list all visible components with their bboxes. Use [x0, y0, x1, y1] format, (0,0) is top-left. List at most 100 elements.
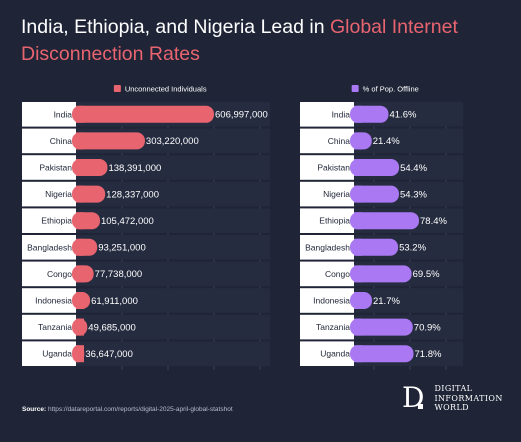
bar-base [354, 345, 362, 363]
chart-2: % of Pop. Offline India 41.6% China 21.4% Pak… [300, 85, 463, 370]
category-cell [22, 261, 76, 287]
category-cell [300, 341, 354, 366]
bar-base [76, 185, 84, 203]
category-label: Ethiopia [319, 216, 350, 226]
bar-base [354, 132, 362, 150]
category-cell [300, 261, 354, 287]
value-label: 606,997,000 [215, 110, 268, 121]
bar [350, 238, 399, 256]
bar [350, 159, 400, 176]
category-label: Ethiopia [41, 216, 72, 226]
logo-line-2: INFORMATION [434, 393, 503, 403]
value-label: 49,685,000 [88, 322, 136, 333]
category-cell [22, 102, 76, 127]
value-label: 77,738,000 [95, 269, 143, 280]
chart-title: India, Ethiopia, and Nigeria Lead in Glo… [21, 14, 501, 68]
category-cell [300, 288, 354, 313]
category-label: Tanzania [316, 322, 350, 332]
category-label: Bangladesh [27, 242, 72, 252]
category-cell [300, 208, 354, 233]
category-cell [22, 181, 76, 207]
category-cell [22, 314, 76, 340]
category-cell [22, 235, 76, 260]
logo-mark: D [402, 381, 425, 415]
category-cell [300, 235, 354, 260]
category-label: India [332, 109, 351, 119]
bar [72, 238, 98, 256]
category-cell [300, 181, 354, 207]
bar-base [76, 265, 84, 283]
bar-base [76, 318, 84, 336]
bar-base [354, 238, 362, 256]
bar-base [76, 345, 84, 363]
value-label: 21.4% [373, 136, 400, 147]
logo-wordmark: DIGITAL INFORMATION WORLD [434, 384, 502, 413]
category-cell [22, 128, 76, 154]
category-label: Congo [325, 269, 350, 279]
legend: Unconnected Individuals [113, 85, 207, 94]
bar [72, 132, 145, 150]
bar-base [354, 185, 362, 203]
bar-base [76, 212, 84, 230]
category-cell [300, 102, 354, 127]
bar-base [354, 318, 362, 336]
category-label: Bangladesh [305, 242, 350, 252]
bar-base [76, 132, 84, 150]
category-cell [300, 155, 354, 180]
legend-label: Unconnected Individuals [125, 85, 207, 94]
bar [72, 105, 214, 123]
logo-line-1: DIGITAL [434, 384, 473, 393]
value-label: 54.4% [400, 163, 427, 174]
category-cell [22, 288, 76, 313]
source-note: Source: https://datareportal.com/reports… [22, 406, 233, 413]
value-label: 53.2% [399, 243, 426, 254]
bar [350, 345, 414, 363]
category-label: Uganda [42, 349, 72, 359]
bar [350, 212, 419, 230]
value-label: 41.6% [389, 110, 416, 121]
bar-base [76, 238, 84, 256]
category-label: China [50, 136, 72, 146]
value-label: 69.5% [413, 269, 440, 280]
category-cell [22, 155, 76, 180]
legend-swatch [113, 85, 121, 92]
value-label: 138,391,000 [108, 163, 161, 174]
value-label: 105,472,000 [101, 216, 154, 227]
source-label: Source: [22, 406, 47, 413]
value-label: 78.4% [420, 216, 447, 227]
legend-label: % of Pop. Offline [363, 85, 419, 94]
category-label: Congo [47, 269, 72, 279]
bar-base [354, 292, 362, 309]
legend-swatch [351, 85, 359, 92]
category-label: China [328, 136, 350, 146]
bar-base [76, 105, 84, 123]
logo-line-3: WORLD [434, 403, 469, 412]
bar-base [354, 105, 362, 123]
category-cell [300, 314, 354, 340]
category-label: Tanzania [38, 322, 72, 332]
value-label: 303,220,000 [146, 136, 199, 147]
value-label: 21.7% [373, 296, 400, 307]
title-prefix: India, Ethiopia, and Nigeria Lead in [21, 16, 330, 38]
bar-base [354, 265, 362, 283]
bar [350, 265, 412, 283]
title-highlight-1: Global Internet [329, 16, 458, 38]
bar-base [76, 292, 84, 309]
logo: D DIGITAL INFORMATION WORLD [402, 384, 503, 413]
category-label: Indonesia [35, 296, 72, 306]
category-label: Indonesia [313, 296, 350, 306]
value-label: 70.9% [414, 322, 441, 333]
value-label: 93,251,000 [98, 243, 146, 254]
value-label: 54.3% [400, 189, 427, 200]
value-label: 128,337,000 [106, 189, 159, 200]
category-label: Pakistan [317, 163, 350, 173]
bar-base [76, 159, 84, 176]
legend: % of Pop. Offline [351, 85, 419, 94]
bar [350, 318, 413, 336]
category-label: Nigeria [323, 189, 350, 199]
value-label: 71.8% [415, 349, 442, 360]
bar-base [354, 159, 362, 176]
title-highlight-2: Disconnection Rates [21, 43, 200, 65]
category-cell [22, 341, 76, 366]
